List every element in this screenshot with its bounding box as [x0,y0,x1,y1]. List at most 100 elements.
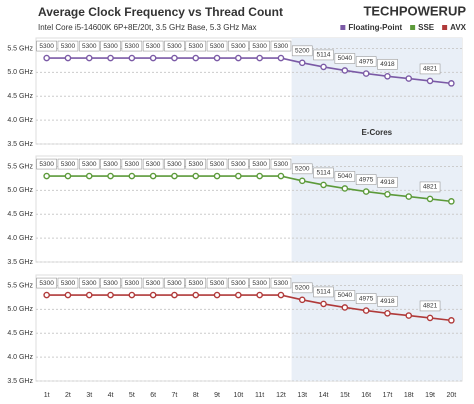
value-label: 5300 [103,280,118,287]
value-label-box [78,277,100,289]
data-point [362,307,370,314]
data-point [192,54,200,62]
y-tick-label: 3.5 GHz [7,378,33,385]
data-point [426,314,434,322]
chart-subtitle: Intel Core i5-14600K 6P+8E/20t, 3.5 GHz … [38,23,257,32]
value-label: 5300 [231,280,246,287]
data-point [448,198,455,205]
value-label-box [377,295,398,307]
data-point [405,75,413,82]
value-label-box [185,40,207,52]
x-tick-label: 15t [340,392,350,399]
value-label-box [206,158,228,170]
x-tick-label: 10t [233,392,243,399]
value-label-box [57,158,79,170]
value-label-box [78,158,100,170]
x-tick-label: 17t [383,392,393,399]
value-label: 4821 [423,303,438,310]
value-label: 5040 [338,55,353,62]
data-point [426,77,434,85]
y-tick-label: 5.0 GHz [7,306,33,313]
value-label: 4821 [423,184,438,191]
value-label: 4975 [359,295,374,302]
value-label-box [185,158,207,170]
x-tick-label: 3t [86,392,92,399]
x-tick-label: 18t [404,392,414,399]
x-tick-label: 13t [297,392,307,399]
data-point [43,172,50,180]
value-label-box [206,277,228,289]
data-point [320,300,327,308]
y-tick-label: 5.0 GHz [7,187,33,194]
data-point [384,309,391,317]
data-point [171,291,178,299]
value-label: 5300 [61,280,76,287]
value-label-box [313,286,334,298]
value-label-box [228,158,249,170]
series-line [46,57,452,85]
data-point [384,72,391,80]
data-point [405,193,413,200]
value-label: 5300 [82,280,97,287]
value-label-box [355,174,377,185]
value-label: 5300 [103,161,118,168]
x-tick-label: 7t [172,392,178,399]
y-tick-label: 4.0 GHz [7,354,33,361]
data-point [107,291,114,299]
x-tick-label: 1t [44,392,50,399]
value-label-box [377,176,398,188]
data-point [213,172,221,180]
value-label: 5300 [210,161,225,168]
value-label: 5300 [274,43,289,50]
x-tick-label: 4t [108,392,114,399]
y-tick-label: 4.5 GHz [7,330,33,337]
value-label: 5300 [252,280,267,287]
value-label-box [377,58,398,70]
value-label-box [249,277,270,289]
data-point [298,296,306,304]
data-point [171,54,178,62]
data-point [256,291,263,299]
x-tick-label: 5t [129,392,135,399]
value-label-box [164,158,185,170]
data-point [320,63,327,71]
value-label: 5300 [61,43,76,50]
data-point [64,172,72,180]
value-label-box [36,158,57,170]
value-label-box [291,282,313,294]
value-label: 4821 [423,66,438,73]
data-point [298,177,306,185]
x-tick-label: 9t [214,392,220,399]
legend-swatch [442,25,448,30]
data-point [107,172,114,180]
value-label-box [142,277,164,289]
value-label-box [313,167,334,179]
data-point [128,291,136,299]
value-label-box [185,277,207,289]
chart-title: Average Clock Frequency vs Thread Count [38,5,283,19]
data-point [43,54,50,62]
data-point [341,185,349,192]
value-label: 5300 [125,280,140,287]
value-label: 5300 [146,280,161,287]
value-label: 5300 [103,43,118,50]
x-tick-label: 6t [150,392,156,399]
data-point [426,195,434,203]
value-label: 5300 [189,280,204,287]
x-tick-label: 12t [276,392,286,399]
value-label-box [334,290,356,301]
value-label: 5300 [210,280,225,287]
data-point [149,172,157,180]
value-label: 5040 [338,292,353,299]
value-label-box [142,40,164,52]
data-point [85,54,93,62]
data-point [85,291,93,299]
value-label: 5200 [295,285,310,292]
x-tick-label: 19t [425,392,435,399]
value-label: 5300 [231,161,246,168]
value-label-box [270,158,292,170]
value-label: 5300 [252,161,267,168]
data-point [341,67,349,74]
value-label-box [419,300,441,312]
